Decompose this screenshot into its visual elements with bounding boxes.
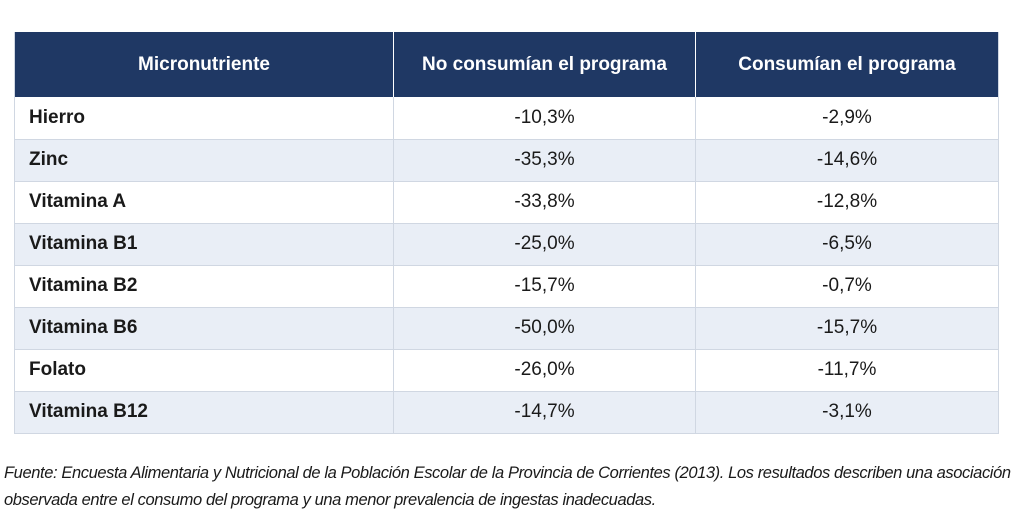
consumian-value: -14,6%	[695, 139, 999, 182]
table-row: Zinc -35,3% -14,6%	[14, 139, 999, 182]
nutrient-name: Vitamina B6	[14, 307, 394, 350]
nutrient-name: Folato	[14, 349, 394, 392]
table-row: Folato -26,0% -11,7%	[14, 349, 999, 392]
no-consumian-value: -35,3%	[393, 139, 696, 182]
header-consumian: Consumían el programa	[695, 32, 999, 97]
consumian-value: -11,7%	[695, 349, 999, 392]
micronutrient-table-container: Micronutriente No consumían el programa …	[14, 32, 999, 434]
table-body: Hierro -10,3% -2,9% Zinc -35,3% -14,6% V…	[14, 97, 999, 434]
consumian-value: -15,7%	[695, 307, 999, 350]
no-consumian-value: -25,0%	[393, 223, 696, 266]
consumian-value: -6,5%	[695, 223, 999, 266]
consumian-value: -3,1%	[695, 391, 999, 434]
table-row: Vitamina B2 -15,7% -0,7%	[14, 265, 999, 308]
nutrient-name: Zinc	[14, 139, 394, 182]
nutrient-name: Vitamina B1	[14, 223, 394, 266]
nutrient-name: Hierro	[14, 97, 394, 140]
no-consumian-value: -50,0%	[393, 307, 696, 350]
source-note: Fuente: Encuesta Alimentaria y Nutricion…	[4, 464, 1011, 509]
table-row: Vitamina B12 -14,7% -3,1%	[14, 391, 999, 434]
consumian-value: -0,7%	[695, 265, 999, 308]
table-row: Vitamina B6 -50,0% -15,7%	[14, 307, 999, 350]
table-header: Micronutriente No consumían el programa …	[14, 32, 999, 97]
nutrient-name: Vitamina B2	[14, 265, 394, 308]
header-row: Micronutriente No consumían el programa …	[14, 32, 999, 97]
no-consumian-value: -14,7%	[393, 391, 696, 434]
micronutrient-table: Micronutriente No consumían el programa …	[14, 32, 999, 434]
consumian-value: -2,9%	[695, 97, 999, 140]
header-no-consumian: No consumían el programa	[393, 32, 696, 97]
consumian-value: -12,8%	[695, 181, 999, 224]
table-row: Vitamina A -33,8% -12,8%	[14, 181, 999, 224]
no-consumian-value: -33,8%	[393, 181, 696, 224]
no-consumian-value: -10,3%	[393, 97, 696, 140]
nutrient-name: Vitamina B12	[14, 391, 394, 434]
nutrient-name: Vitamina A	[14, 181, 394, 224]
table-row: Hierro -10,3% -2,9%	[14, 97, 999, 140]
no-consumian-value: -26,0%	[393, 349, 696, 392]
table-row: Vitamina B1 -25,0% -6,5%	[14, 223, 999, 266]
no-consumian-value: -15,7%	[393, 265, 696, 308]
header-micronutriente: Micronutriente	[14, 32, 394, 97]
